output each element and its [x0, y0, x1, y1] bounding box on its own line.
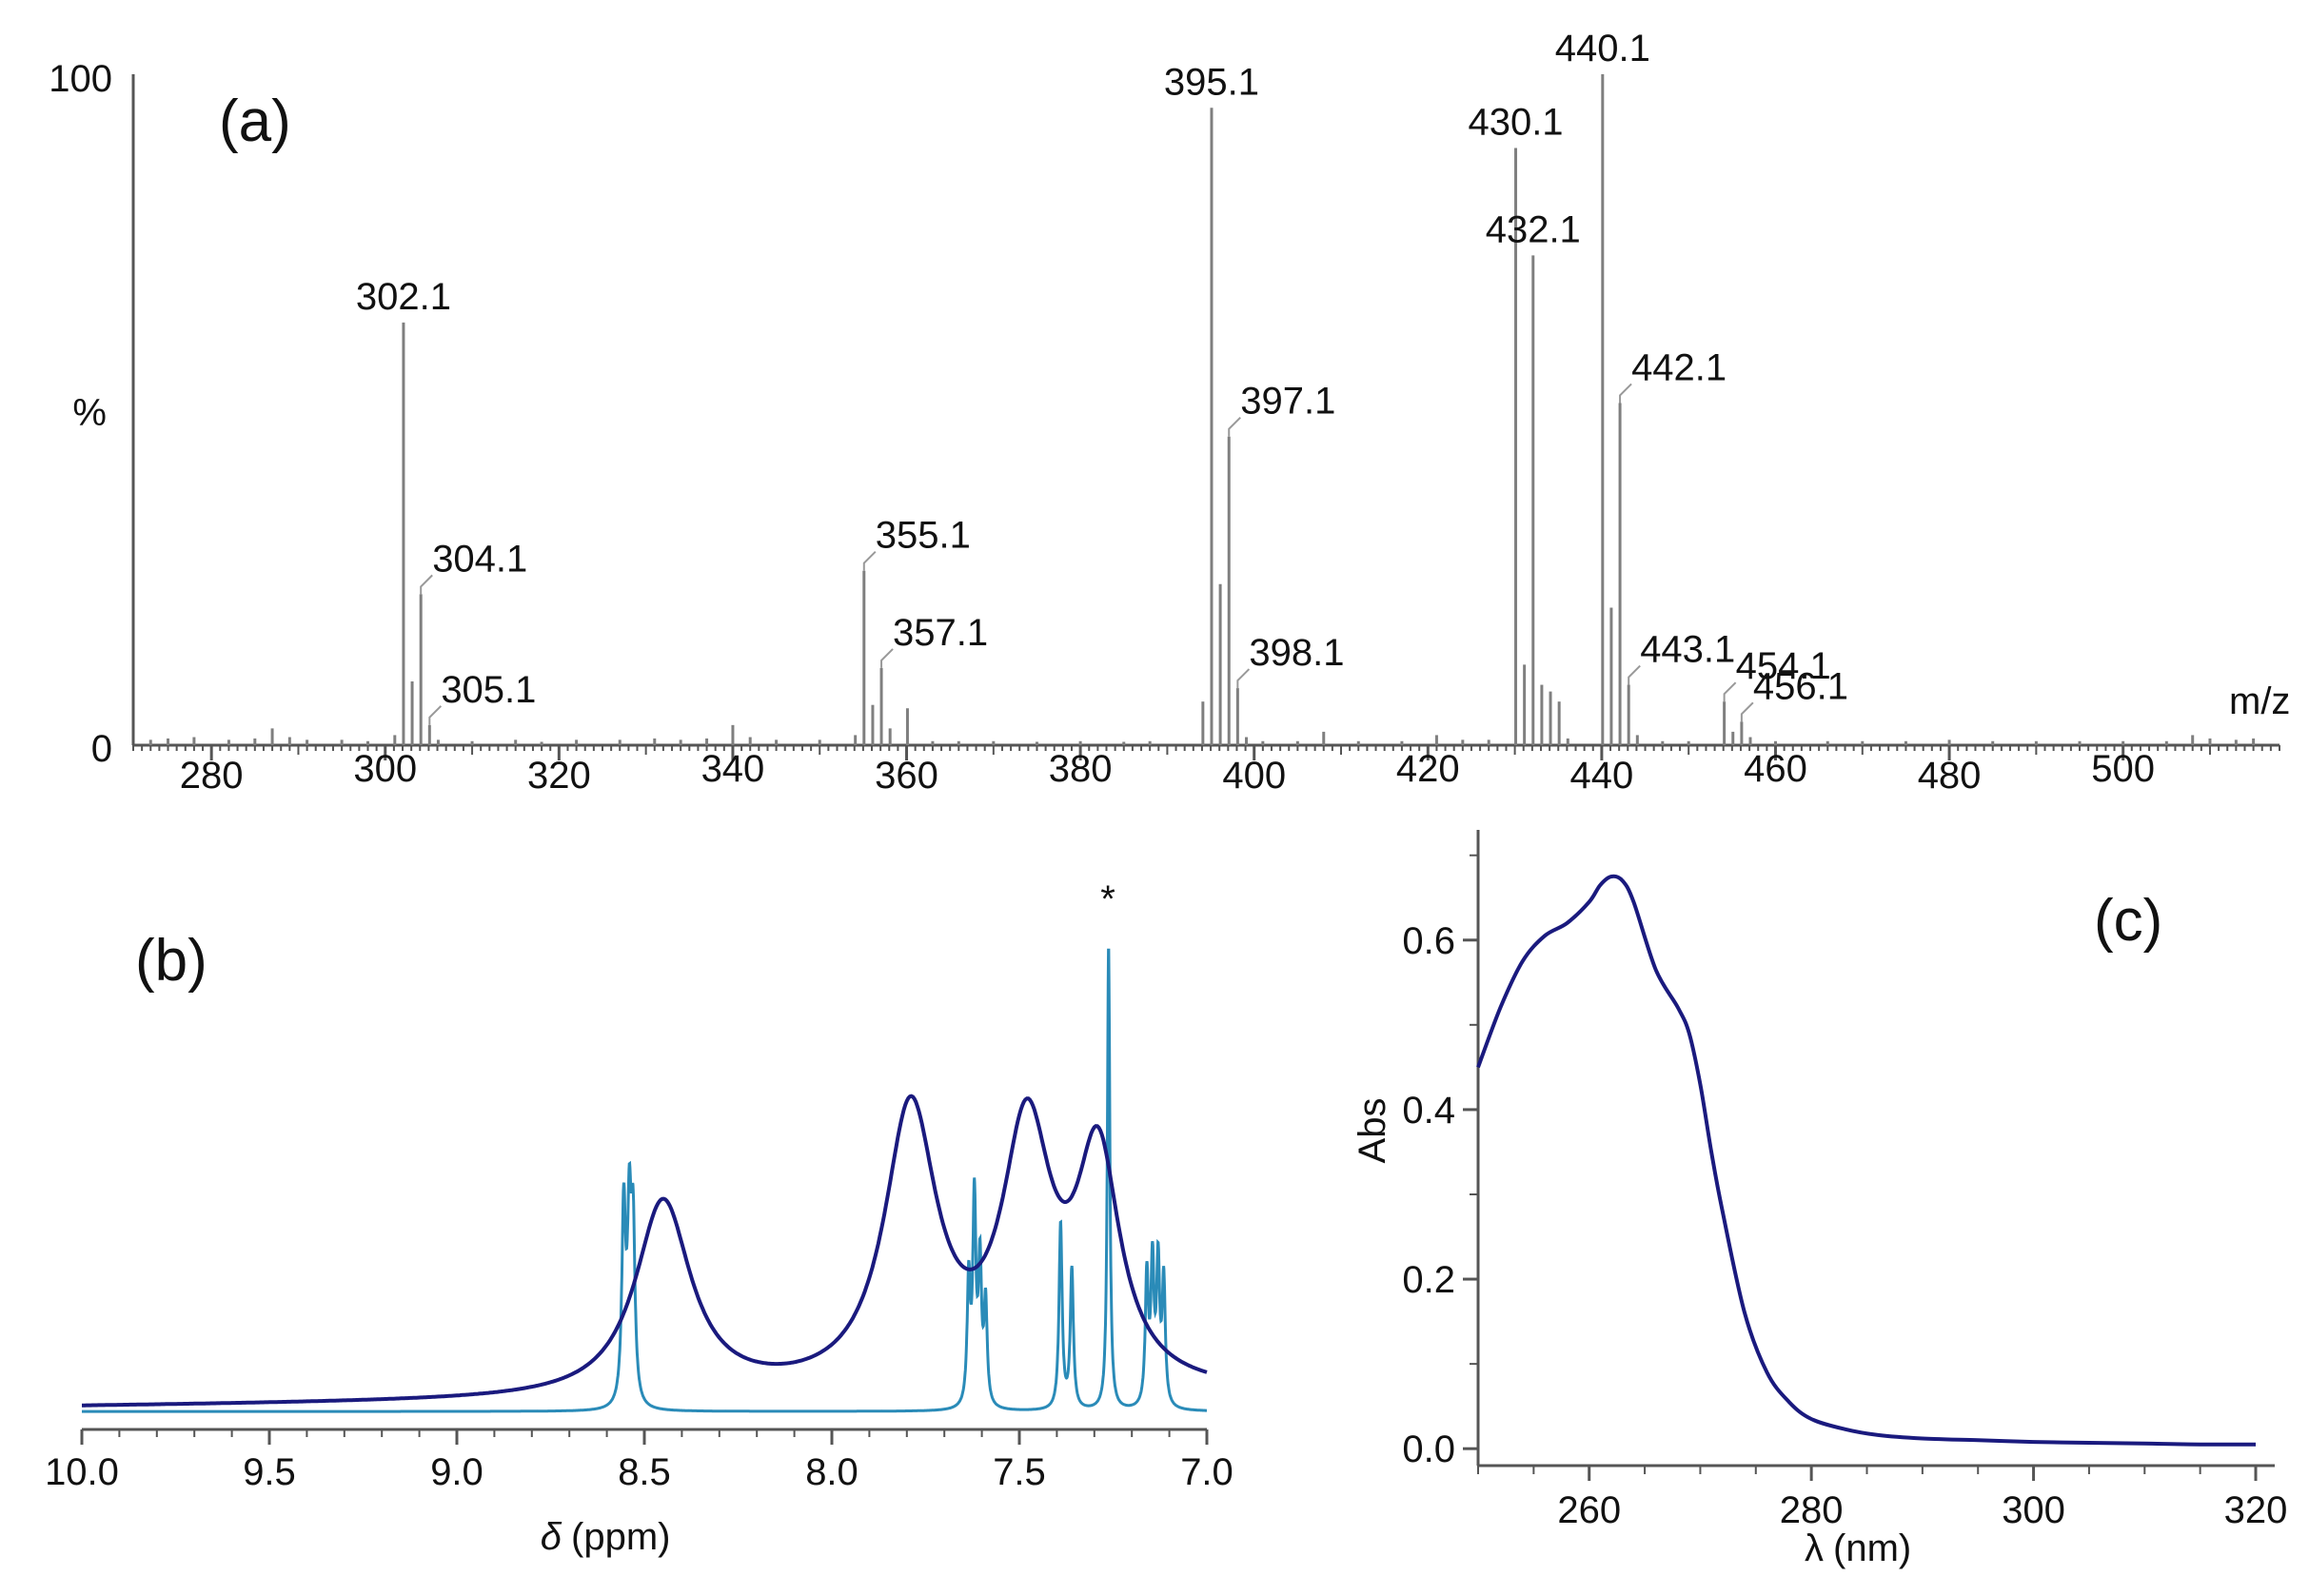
panel-b-x-tick-label: 9.0 — [430, 1451, 484, 1493]
panel-c-x-tick-label: 300 — [2002, 1489, 2065, 1531]
panel-a-peak-labels: 302.1 304.1 305.1 355.1 357.1 395.1 397.1 398.1… — [356, 28, 1848, 725]
panel-c-label: (c) — [2094, 888, 2162, 954]
panel-b-nmr-spectrum: (b) * 10.0 9.5 9.0 8.5 8.0 7.5 7.0 δ (ppm) — [45, 878, 1233, 1558]
panel-c-y-tick-label: 0.4 — [1402, 1090, 1455, 1132]
panel-a-label: (a) — [219, 89, 291, 154]
panel-b-x-tick-label: 8.5 — [618, 1451, 671, 1493]
panel-a-peak-label: 456.1 — [1753, 665, 1848, 707]
panel-c-x-tick-label: 280 — [1780, 1489, 1844, 1531]
panel-a-x-tick-label: 340 — [701, 748, 765, 790]
panel-a-label-leader — [428, 705, 443, 725]
panel-c-uv-spectrum: (c) 260 280 300 320 0.0 0.2 0.4 0.6 Abs λ (nm) — [1352, 830, 2287, 1569]
panel-a-x-tick-label: 320 — [527, 755, 591, 797]
panel-c-y-tick-label: 0.6 — [1402, 920, 1455, 962]
panel-a-x-tick-label: 460 — [1744, 748, 1807, 790]
panel-b-x-tick-label: 7.0 — [1180, 1451, 1233, 1493]
panel-a-peak-label: 442.1 — [1631, 346, 1727, 388]
panel-a-x-tick-label: 440 — [1570, 755, 1634, 797]
panel-c-x-label-symbol: λ — [1805, 1527, 1824, 1569]
panel-a-peak-label: 440.1 — [1555, 28, 1650, 69]
panel-a-peak-label: 443.1 — [1640, 629, 1735, 671]
panel-b-x-tick-label: 9.5 — [243, 1451, 296, 1493]
panel-a-peak-label: 302.1 — [356, 276, 451, 318]
panel-c-x-tick-label: 260 — [1557, 1489, 1621, 1531]
panel-a-x-tick-label: 280 — [180, 755, 244, 797]
panel-a-label-leader — [420, 574, 433, 595]
panel-c-x-tick-label: 320 — [2224, 1489, 2288, 1531]
panel-a-x-tick-label: 360 — [875, 755, 938, 797]
panel-c-y-ticks: 0.0 0.2 0.4 0.6 — [1402, 854, 1478, 1470]
panel-c-y-tick-label: 0.0 — [1402, 1429, 1455, 1470]
panel-b-x-label-symbol: δ — [541, 1516, 562, 1558]
panel-b-x-ticks: 10.0 9.5 9.0 8.5 8.0 7.5 7.0 — [45, 1429, 1233, 1493]
panel-b-x-tick-label: 10.0 — [45, 1451, 119, 1493]
panel-b-asterisk-annotation: * — [1100, 878, 1115, 920]
panel-a-peak-label: 355.1 — [876, 515, 971, 557]
panel-a-label-leader — [1740, 701, 1754, 722]
panel-a-label-leader — [1723, 681, 1737, 702]
panel-a-x-tick-label: 480 — [1918, 755, 1982, 797]
panel-a-peak-label: 395.1 — [1164, 61, 1259, 103]
panel-a-peak-label: 305.1 — [441, 669, 536, 711]
panel-c-x-label-unit: (nm) — [1833, 1527, 1911, 1569]
panel-b-x-tick-label: 7.5 — [993, 1451, 1046, 1493]
panel-a-x-tick-label: 400 — [1222, 755, 1286, 797]
panel-a-peak-label: 454.1 — [1736, 645, 1831, 687]
panel-a-label-leader — [1236, 668, 1251, 689]
panel-a-y-tick-100: 100 — [49, 58, 112, 100]
panel-a-y-tick-0: 0 — [91, 728, 112, 770]
panel-a-peak-label: 430.1 — [1468, 102, 1563, 144]
panel-a-label-leader — [1619, 383, 1632, 404]
panel-a-label-leader — [880, 648, 894, 668]
panel-a-x-label: m/z — [2229, 680, 2290, 722]
panel-a-peaks — [148, 74, 2256, 745]
panel-a-x-tick-label: 420 — [1396, 748, 1460, 790]
panel-a-peak-label: 357.1 — [893, 612, 988, 654]
panel-b-sharp-spectrum-line — [82, 948, 1207, 1413]
panel-b-x-label-unit: (ppm) — [571, 1516, 670, 1558]
panel-a-peak-label: 398.1 — [1249, 632, 1344, 674]
panel-c-x-ticks: 260 280 300 320 — [1477, 1466, 2288, 1531]
panel-a-y-label: % — [72, 392, 107, 434]
panel-c-y-tick-label: 0.2 — [1402, 1259, 1455, 1301]
panel-a-label-leader — [1628, 664, 1641, 685]
panel-a-label-leader — [1228, 416, 1241, 437]
panel-a-x-tick-label: 500 — [2091, 748, 2155, 790]
panel-c-y-label: Abs — [1352, 1098, 1393, 1164]
panel-c-absorbance-line — [1476, 874, 2257, 1447]
panel-b-label: (b) — [135, 928, 207, 994]
panel-a-peak-label: 304.1 — [432, 538, 527, 580]
panel-b-broad-spectrum-line — [82, 1094, 1208, 1408]
panel-a-peak-label: 432.1 — [1486, 208, 1581, 250]
panel-a-x-ticks: 280 300 320 340 360 380 400 420 440 460 480 500 — [132, 745, 2280, 797]
panel-a-mass-spectrum: (a) 100 % 0 m/z 302.1 304.1 305.1 355.1 357.… — [49, 28, 2290, 797]
panel-a-x-tick-label: 380 — [1049, 748, 1113, 790]
panel-a-peak-label: 397.1 — [1240, 381, 1335, 423]
panel-a-x-tick-label: 300 — [353, 748, 417, 790]
panel-b-x-tick-label: 8.0 — [805, 1451, 858, 1493]
panel-a-label-leader — [862, 550, 877, 571]
